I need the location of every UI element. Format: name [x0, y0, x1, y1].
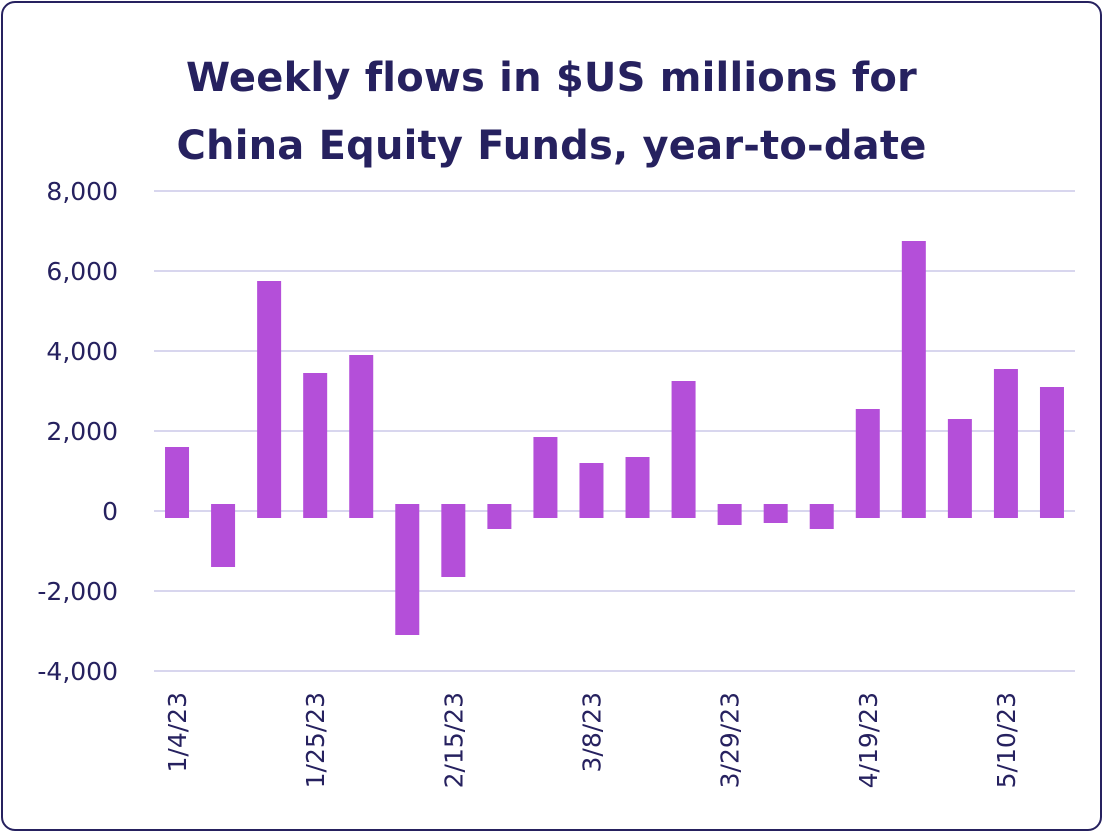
- bar: [303, 373, 328, 518]
- x-tick-label: 3/8/23: [577, 692, 606, 772]
- bar: [763, 504, 788, 523]
- bar: [257, 281, 282, 518]
- y-tick-label: 4,000: [46, 337, 118, 366]
- chart-title-line-2: China Equity Funds, year-to-date: [176, 123, 927, 169]
- y-tick-label: 8,000: [46, 177, 118, 206]
- chart-title-line-1: Weekly flows in $US millions for: [186, 55, 917, 101]
- grid-lines: [154, 190, 1075, 672]
- x-tick-label: 5/10/23: [992, 692, 1021, 788]
- x-tick-label: 1/4/23: [163, 692, 192, 772]
- x-tick-label: 1/25/23: [301, 692, 330, 788]
- bar: [901, 241, 926, 518]
- x-axis-tick-labels: 1/4/23 1/25/23 2/15/23 3/8/23 3/29/23 4/19/23…: [163, 692, 1021, 788]
- bar: [809, 504, 834, 529]
- y-tick-label: 2,000: [46, 417, 118, 446]
- bar: [211, 504, 236, 567]
- chart-title: Weekly flows in $US millions for China E…: [0, 44, 1103, 180]
- y-axis-tick-labels: 8,000 6,000 4,000 2,000 0 -2,000 -4,000: [37, 177, 118, 686]
- bar: [671, 381, 696, 518]
- bar: [165, 447, 190, 518]
- bars: [165, 241, 1064, 635]
- bar: [625, 457, 650, 518]
- x-tick-label: 3/29/23: [716, 692, 745, 788]
- bar: [855, 409, 880, 518]
- y-tick-label: 6,000: [46, 257, 118, 286]
- bar: [947, 419, 972, 518]
- bar: [993, 369, 1018, 518]
- y-tick-label: 0: [102, 497, 118, 526]
- x-tick-label: 2/15/23: [439, 692, 468, 788]
- bar: [1039, 387, 1064, 518]
- y-tick-label: -2,000: [37, 577, 118, 606]
- bar: [395, 504, 420, 635]
- bar: [441, 504, 466, 577]
- bar: [487, 504, 512, 529]
- bar: [349, 355, 374, 518]
- y-tick-label: -4,000: [37, 657, 118, 686]
- bar: [579, 463, 604, 518]
- bar: [717, 504, 742, 525]
- x-tick-label: 4/19/23: [854, 692, 883, 788]
- bar: [533, 437, 558, 518]
